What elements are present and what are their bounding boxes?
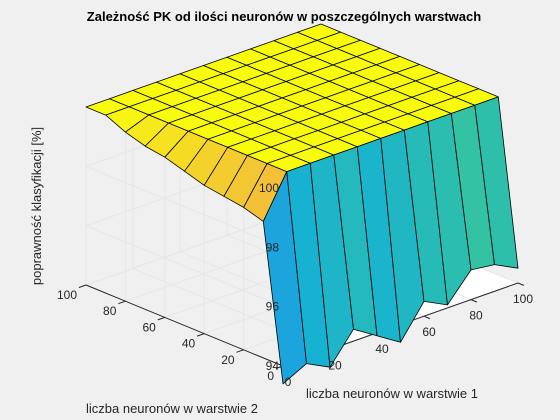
- y-tick-label: 80: [103, 304, 117, 318]
- y-tick-label: 0: [267, 369, 274, 383]
- y-axis-line: [85, 284, 284, 367]
- surface-layer: [85, 23, 519, 385]
- x-tick-label: 100: [513, 292, 533, 306]
- x-tick-label: 60: [422, 325, 436, 339]
- chart-title: Zależność PK od ilości neuronów w poszcz…: [87, 9, 481, 24]
- y-tick-mark: [78, 284, 87, 288]
- x-tick-label: 0: [285, 375, 292, 389]
- y-tick-label: 60: [142, 320, 156, 334]
- y-tick-mark: [157, 316, 165, 321]
- x-tick-label: 20: [328, 358, 342, 372]
- z-tick-label: 94: [266, 359, 280, 373]
- tick-label-layer: 0 20 40 60 80 100 0 20 40 60 80 100 94 96 98 100: [57, 181, 533, 389]
- z-tick-label: 100: [259, 181, 279, 195]
- x-tick-mark: [517, 282, 525, 286]
- y-tick-label: 40: [182, 337, 196, 351]
- y-axis-label: liczba neuronów w warstwie 2: [86, 401, 258, 416]
- y-tick-mark: [236, 349, 244, 353]
- z-axis-label: poprawność klasyfikacji [%]: [29, 127, 44, 285]
- left-wall-gridline-z: [85, 225, 284, 308]
- y-tick-mark: [118, 300, 126, 305]
- x-tick-mark: [423, 315, 431, 320]
- y-tick-mark: [196, 333, 205, 337]
- x-tick-label: 80: [469, 309, 483, 323]
- z-tick-label: 96: [266, 300, 280, 314]
- x-axis-label: liczba neuronów w warstwie 1: [306, 386, 478, 401]
- x-tick-mark: [470, 299, 478, 303]
- y-tick-label: 100: [57, 288, 77, 302]
- z-tick-label: 98: [266, 240, 280, 254]
- x-tick-label: 40: [375, 342, 389, 356]
- y-tick-label: 20: [221, 353, 235, 367]
- surface-patch: [474, 96, 519, 269]
- left-wall-gridline-z: [85, 165, 284, 248]
